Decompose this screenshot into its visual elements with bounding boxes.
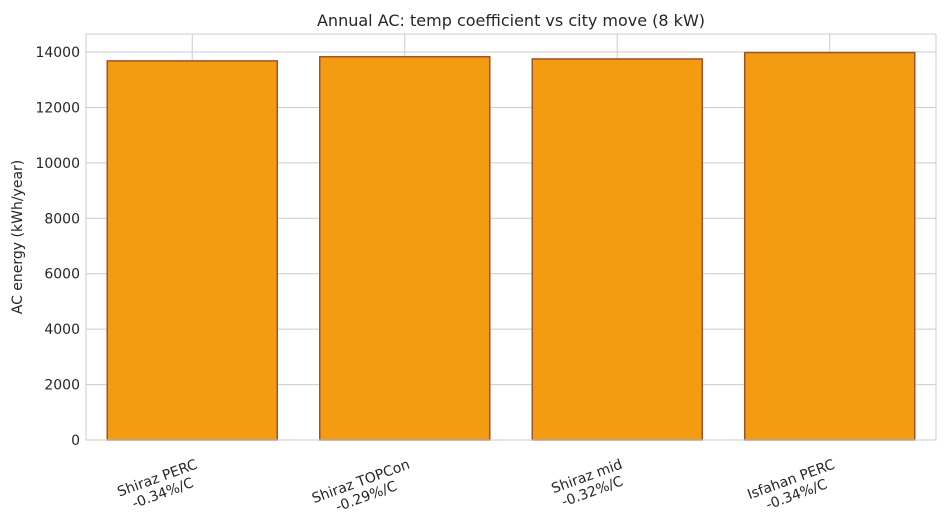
bar (744, 51, 916, 441)
x-tick-label: Shiraz mid-0.32%/C (549, 457, 630, 512)
y-tick-label: 2000 (44, 378, 80, 394)
bars (106, 51, 916, 441)
bar (106, 60, 278, 441)
y-tick-label: 4000 (44, 322, 80, 338)
y-tick-label: 12000 (35, 100, 80, 116)
y-tick-label: 10000 (35, 156, 80, 172)
y-tick-label: 6000 (44, 267, 80, 283)
y-tick-label: 0 (71, 433, 80, 449)
y-axis-label: AC energy (kWh/year) (10, 160, 26, 315)
bar (531, 58, 703, 441)
x-tick-label: Isfahan PERC-0.34%/C (745, 457, 842, 519)
bar (319, 55, 491, 441)
x-tick-label: Shiraz PERC-0.34%/C (115, 457, 205, 516)
y-axis-ticks: 0 2000 4000 6000 8000 10000 12000 14000 (35, 45, 80, 449)
x-tick-label: Shiraz TOPCon-0.29%/C (310, 457, 418, 522)
y-tick-label: 8000 (44, 211, 80, 227)
plot-frame (85, 33, 937, 441)
y-tick-label: 14000 (35, 45, 80, 61)
chart-title: Annual AC: temp coefficient vs city move… (317, 11, 705, 30)
x-axis-ticks: Shiraz PERC-0.34%/C Shiraz TOPCon-0.29%/C… (115, 457, 842, 522)
